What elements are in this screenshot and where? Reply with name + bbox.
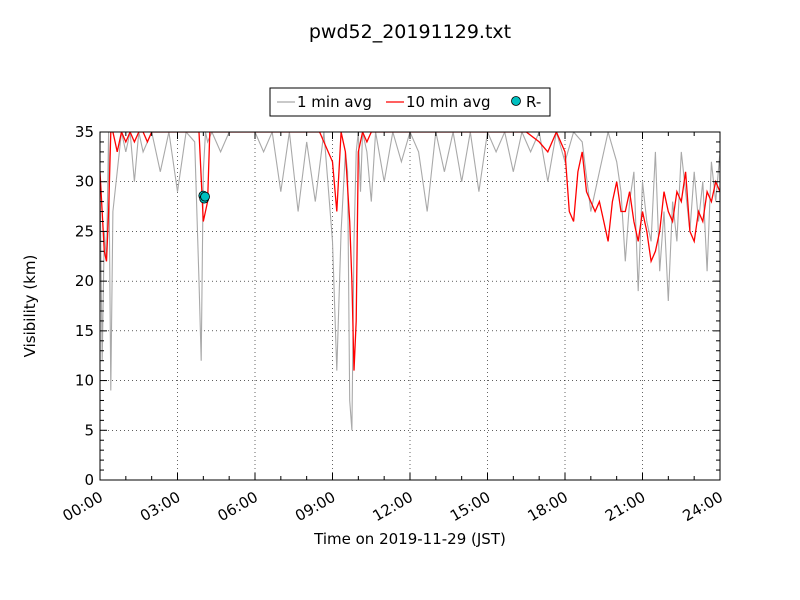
x-tick-label: 09:00 bbox=[292, 488, 338, 525]
y-axis-label: Visibility (km) bbox=[21, 255, 39, 358]
series-1min-avg bbox=[100, 132, 720, 431]
y-tick-label: 0 bbox=[84, 471, 94, 489]
chart-title: pwd52_20191129.txt bbox=[309, 21, 511, 43]
x-axis-label: Time on 2019-11-29 (JST) bbox=[313, 530, 506, 548]
x-tick-label: 18:00 bbox=[525, 488, 571, 525]
y-tick-label: 25 bbox=[75, 222, 94, 240]
x-tick-label: 03:00 bbox=[137, 488, 183, 525]
y-tick-label: 10 bbox=[75, 372, 94, 390]
grid-lines bbox=[100, 132, 720, 480]
y-tick-label: 5 bbox=[84, 421, 94, 439]
x-tick-label: 00:00 bbox=[60, 488, 106, 525]
y-tick-label: 35 bbox=[75, 123, 94, 141]
series-layer bbox=[100, 132, 720, 431]
legend-frame bbox=[269, 87, 551, 117]
series-10min-avg bbox=[100, 132, 720, 371]
y-tick-label: 30 bbox=[75, 173, 94, 191]
x-tick-label: 12:00 bbox=[370, 488, 416, 525]
chart-legend: 1 min avg 10 min avg R- bbox=[269, 87, 551, 117]
x-tick-label: 06:00 bbox=[215, 488, 261, 525]
axis-ticks: 00:00 03:00 06:00 09:00 12:00 15:00 18:00 21:00… bbox=[60, 123, 726, 525]
rain-point bbox=[200, 191, 210, 202]
legend-marker-rain bbox=[511, 96, 521, 106]
y-tick-label: 15 bbox=[75, 322, 94, 340]
x-tick-label: 24:00 bbox=[680, 488, 726, 525]
legend-label-1min: 1 min avg bbox=[297, 93, 372, 111]
x-tick-label: 15:00 bbox=[447, 488, 493, 525]
legend-label-rain: R- bbox=[526, 93, 541, 111]
y-tick-label: 20 bbox=[75, 272, 94, 290]
legend-label-10min: 10 min avg bbox=[406, 93, 491, 111]
x-tick-label: 21:00 bbox=[602, 488, 648, 525]
